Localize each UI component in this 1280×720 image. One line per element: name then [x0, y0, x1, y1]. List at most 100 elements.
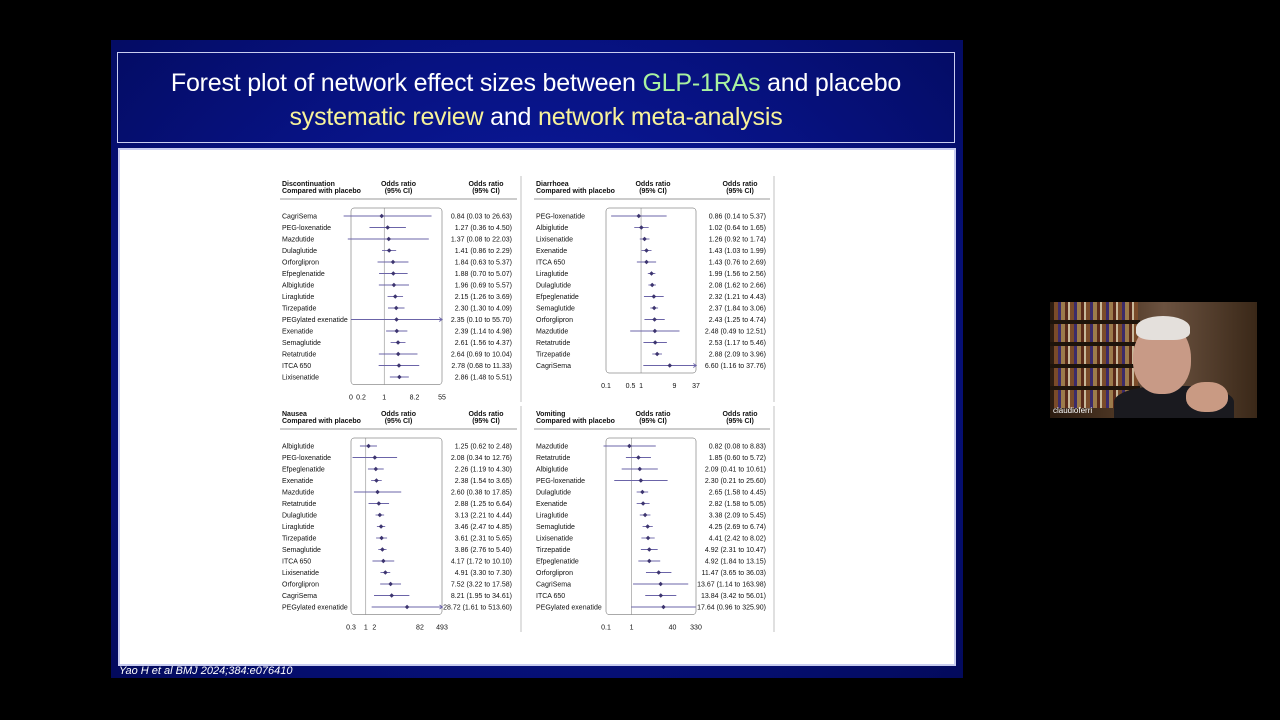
column-header-plot: (95% CI): [385, 188, 413, 195]
row-label: Lixisenatide: [536, 237, 573, 244]
point-estimate: [381, 558, 386, 564]
ci-value: 7.52 (3.22 to 17.58): [451, 582, 512, 589]
row-label: Tirzepatide: [536, 547, 570, 554]
point-estimate: [638, 478, 644, 483]
panel-subtitle: Compared with placebo: [282, 188, 361, 195]
slide-title: Forest plot of network effect sizes betw…: [118, 69, 954, 98]
row-label: CagriSema: [282, 593, 317, 600]
person-hand: [1186, 382, 1228, 412]
ci-value: 1.43 (0.76 to 2.69): [709, 260, 766, 267]
point-estimate: [393, 305, 399, 311]
ci-value: 2.48 (0.49 to 12.51): [705, 329, 766, 336]
subtitle-highlight-review: systematic review: [289, 103, 484, 131]
point-estimate: [392, 294, 398, 299]
point-estimate: [386, 248, 392, 253]
ci-value: 1.26 (0.92 to 1.74): [709, 237, 766, 244]
row-label: Orforglipron: [282, 260, 319, 267]
point-estimate: [639, 225, 644, 230]
point-estimate: [379, 535, 384, 541]
point-estimate: [652, 317, 657, 322]
row-label: PEG-loxenatide: [536, 478, 585, 485]
axis-tick-label: 330: [690, 625, 702, 632]
ci-value: 2.78 (0.68 to 11.33): [451, 363, 512, 370]
person-hair: [1136, 316, 1190, 340]
row-label: Exenatide: [282, 329, 313, 336]
point-estimate: [667, 363, 673, 368]
ci-value: 2.60 (0.38 to 17.85): [451, 490, 512, 497]
axis-tick-label: 0.3: [346, 625, 356, 632]
ci-value: 1.25 (0.62 to 2.48): [455, 444, 512, 451]
row-label: Albiglutide: [282, 283, 314, 290]
ci-value: 0.86 (0.14 to 5.37): [709, 214, 766, 221]
row-label: Liraglutide: [282, 294, 314, 301]
row-label: PEGylated exenatide: [536, 605, 602, 612]
point-estimate: [375, 489, 380, 495]
panel-subtitle: Compared with placebo: [282, 418, 361, 425]
row-label: Liraglutide: [536, 513, 568, 520]
ci-value: 1.88 (0.70 to 5.07): [455, 271, 512, 278]
row-label: PEG-loxenatide: [282, 455, 331, 462]
bookshelf-shelf: [1050, 386, 1140, 390]
axis-tick-label: 55: [438, 395, 446, 402]
row-label: Tirzepatide: [536, 352, 570, 359]
row-label: Lixisenatide: [282, 375, 319, 382]
point-estimate: [379, 213, 384, 219]
point-estimate: [646, 558, 652, 564]
point-estimate: [644, 248, 649, 253]
bookshelf-books: [1054, 368, 1138, 386]
point-estimate: [642, 236, 647, 242]
title-text-1b: and placebo: [760, 69, 902, 97]
point-estimate: [652, 340, 658, 345]
ci-value: 1.99 (1.56 to 2.56): [709, 271, 766, 278]
panel-title: Nausea: [282, 411, 307, 418]
point-estimate: [377, 512, 383, 518]
point-estimate: [656, 570, 661, 575]
ci-value: 2.86 (1.48 to 5.51): [455, 375, 512, 382]
point-estimate: [376, 501, 382, 506]
axis-tick-label: 0.5: [626, 383, 636, 390]
point-estimate: [651, 305, 657, 311]
axis-tick-label: 1: [630, 625, 634, 632]
point-estimate: [640, 489, 645, 495]
row-label: Mazdutide: [536, 329, 568, 336]
ci-value: 1.37 (0.08 to 22.03): [451, 237, 512, 244]
ci-value: 3.13 (2.21 to 4.44): [455, 513, 512, 520]
column-header-plot: (95% CI): [639, 418, 667, 425]
webcam-video-tile[interactable]: claudioferri: [1050, 302, 1257, 418]
ci-value: 2.82 (1.58 to 5.05): [709, 501, 766, 508]
ci-value: 2.26 (1.19 to 4.30): [455, 467, 512, 474]
point-estimate: [385, 225, 390, 230]
point-estimate: [374, 478, 379, 483]
point-estimate: [636, 455, 641, 460]
ci-value: 2.32 (1.21 to 4.43): [709, 294, 766, 301]
row-label: Semaglutide: [536, 306, 575, 313]
point-estimate: [395, 351, 401, 357]
column-header-plot: (95% CI): [639, 188, 667, 195]
point-estimate: [652, 328, 658, 334]
point-estimate: [383, 570, 388, 575]
point-estimate: [640, 501, 646, 506]
ci-value: 2.65 (1.58 to 4.45): [709, 490, 766, 497]
point-estimate: [396, 363, 402, 368]
plot-frame: [605, 207, 697, 374]
axis-tick-label: 1: [639, 383, 643, 390]
row-label: Dulaglutide: [282, 513, 317, 520]
row-label: ITCA 650: [282, 559, 311, 566]
row-label: Albiglutide: [536, 225, 568, 232]
row-label: Retatrutide: [282, 352, 316, 359]
point-estimate: [394, 317, 399, 322]
point-estimate: [386, 236, 392, 242]
point-estimate: [404, 604, 410, 610]
point-estimate: [372, 455, 378, 460]
ci-value: 0.82 (0.08 to 8.83): [709, 444, 766, 451]
column-header-ci: (95% CI): [726, 188, 754, 195]
column-header-ci: Odds ratio: [722, 181, 757, 188]
point-estimate: [636, 213, 642, 219]
row-label: ITCA 650: [282, 363, 311, 370]
row-label: Mazdutide: [282, 490, 314, 497]
point-estimate: [391, 271, 396, 276]
column-header-plot: Odds ratio: [381, 411, 416, 418]
point-estimate: [366, 443, 371, 449]
bookshelf-books: [1054, 324, 1138, 342]
